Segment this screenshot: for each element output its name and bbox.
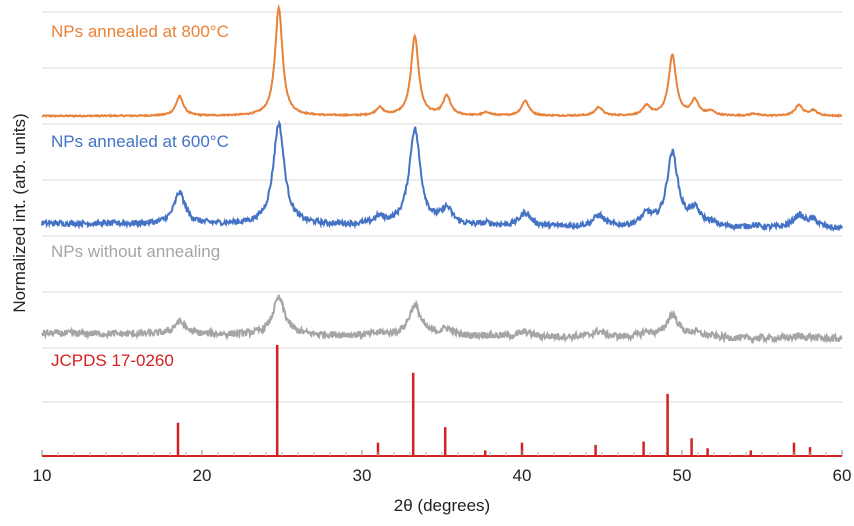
y-axis-title: Normalized int. (arb. units) (10, 113, 29, 312)
series-line (41, 3, 843, 119)
x-ticks: 10 20 30 40 50 60 (33, 450, 852, 485)
x-tick-label: 10 (33, 466, 52, 485)
series-curves (41, 3, 843, 345)
series-label: NPs annealed at 600°C (51, 132, 229, 151)
series-line (41, 294, 843, 345)
x-tick-label: 50 (673, 466, 692, 485)
series-label: NPs without annealing (51, 242, 220, 261)
x-axis-title: 2θ (degrees) (394, 496, 490, 515)
reference-label: JCPDS 17-0260 (51, 351, 174, 370)
series-labels: NPs annealed at 800°C NPs annealed at 600… (51, 22, 229, 370)
x-tick-label: 30 (353, 466, 372, 485)
x-tick-label: 20 (193, 466, 212, 485)
series-line (41, 119, 843, 233)
reference-lines (176, 345, 812, 456)
series-label: NPs annealed at 800°C (51, 22, 229, 41)
gridlines (42, 11, 842, 403)
x-tick-label: 40 (513, 466, 532, 485)
x-tick-label: 60 (833, 466, 852, 485)
